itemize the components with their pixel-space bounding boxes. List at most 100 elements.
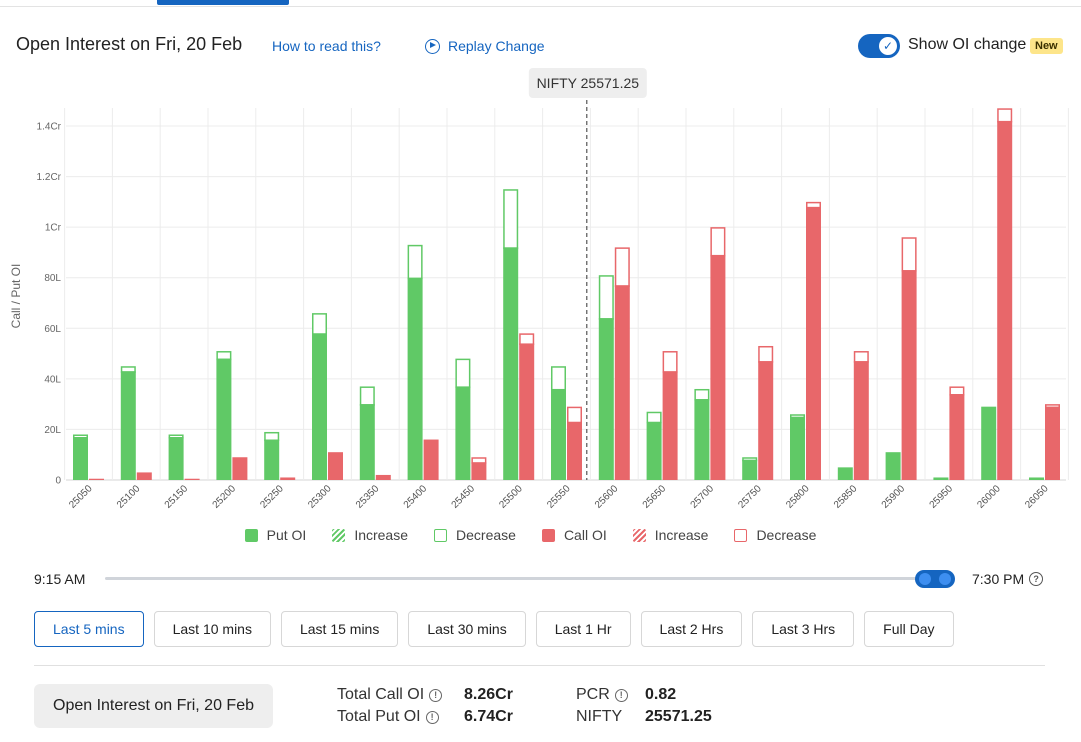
replay-change-button[interactable]: Replay Change <box>425 38 545 54</box>
put-oi-bar <box>837 467 853 480</box>
period-last-10-mins[interactable]: Last 10 mins <box>153 611 271 647</box>
show-oi-change-toggle[interactable]: ✓ <box>858 34 900 58</box>
x-tick-label: 25450 <box>450 483 478 511</box>
call-decrease-bar <box>758 345 774 363</box>
call-oi-bar <box>89 478 104 480</box>
call-oi-bar <box>662 371 678 480</box>
x-tick-label: 25900 <box>880 483 908 511</box>
time-slider-handle[interactable] <box>915 570 955 588</box>
x-tick-label: 25100 <box>115 483 143 511</box>
period-last-2-hrs[interactable]: Last 2 Hrs <box>640 611 743 647</box>
call-decrease-bar <box>901 237 917 272</box>
pcr-value: 0.82 <box>645 686 677 703</box>
legend-call-decrease[interactable]: Decrease <box>734 527 816 543</box>
call-oi-swatch <box>541 528 555 542</box>
x-tick-label: 25350 <box>354 483 382 511</box>
call-oi-bar <box>758 361 774 480</box>
how-to-read-link[interactable]: How to read this? <box>272 38 381 54</box>
legend-call-increase[interactable]: Increase <box>632 527 708 543</box>
call-oi-bar <box>614 285 630 480</box>
put-oi-bar <box>455 386 471 480</box>
call-oi-bar <box>471 462 487 480</box>
put-oi-bar <box>981 406 997 480</box>
legend-put-oi[interactable]: Put OI <box>244 527 306 543</box>
call-oi-bar <box>232 457 248 480</box>
call-decrease-bar <box>997 108 1013 123</box>
period-last-5-mins[interactable]: Last 5 mins <box>34 611 144 647</box>
spot-price-label: NIFTY 25571.25 <box>537 75 640 91</box>
period-last-3-hrs[interactable]: Last 3 Hrs <box>752 611 855 647</box>
x-tick-label: 25500 <box>497 483 525 511</box>
y-tick-label: 80L <box>44 273 61 284</box>
x-tick-label: 26000 <box>975 483 1003 511</box>
y-tick-label: 0 <box>55 476 61 487</box>
put-oi-bar <box>885 452 901 480</box>
put-decrease-bar <box>598 275 614 320</box>
nifty-label: NIFTY <box>576 708 623 725</box>
spot-price-badge <box>528 68 647 98</box>
new-badge: New <box>1030 38 1063 54</box>
x-tick-label: 25850 <box>832 483 860 511</box>
put-decrease-bar <box>120 366 136 373</box>
call-oi-bar <box>901 270 917 480</box>
y-tick-label: 20L <box>44 425 61 436</box>
put-oi-bar <box>646 421 662 480</box>
put-decrease-bar <box>359 386 375 406</box>
call-increase-swatch <box>632 528 646 542</box>
call-oi-bar <box>853 361 869 480</box>
call-oi-bar <box>806 206 821 480</box>
put-oi-bar <box>216 358 232 480</box>
call-decrease-bar <box>567 406 582 424</box>
y-tick-label: 40L <box>44 374 61 385</box>
put-oi-swatch <box>244 528 258 542</box>
put-oi-bar <box>551 388 566 480</box>
put-oi-bar <box>312 333 327 480</box>
put-decrease-bar <box>407 244 423 280</box>
put-oi-bar <box>1029 477 1044 480</box>
call-decrease-bar <box>949 386 965 396</box>
period-last-15-mins[interactable]: Last 15 mins <box>280 611 399 647</box>
x-tick-label: 25550 <box>545 483 573 511</box>
call-oi-bar <box>710 254 726 480</box>
put-oi-bar <box>933 477 949 480</box>
call-oi-bar <box>949 394 965 480</box>
put-decrease-swatch <box>434 528 448 542</box>
period-last-30-mins[interactable]: Last 30 mins <box>408 611 526 647</box>
put-oi-bar <box>168 437 184 480</box>
call-oi-bar <box>328 452 343 480</box>
call-oi-bar <box>1045 406 1060 480</box>
legend-call-oi[interactable]: Call OI <box>541 527 607 543</box>
period-full-day[interactable]: Full Day <box>864 611 954 647</box>
y-tick-label: 60L <box>44 324 61 335</box>
call-decrease-bar <box>710 227 726 257</box>
x-tick-label: 25050 <box>67 483 95 511</box>
put-decrease-bar <box>312 313 327 335</box>
x-tick-label: 25700 <box>689 483 717 511</box>
total-call-oi-value: 8.26Cr <box>464 686 513 703</box>
summary-date-button[interactable]: Open Interest on Fri, 20 Feb <box>34 684 273 728</box>
time-slider-track[interactable] <box>105 577 955 580</box>
oi-chart: 0 20L 40L 60L 80L 1Cr 1.2Cr 1.4Cr Call / Put OI 2… <box>9 68 1069 511</box>
call-oi-bar <box>519 343 535 480</box>
call-decrease-bar <box>806 201 821 209</box>
call-oi-bar <box>184 478 200 480</box>
put-oi-bar <box>359 404 375 480</box>
legend-put-increase[interactable]: Increase <box>332 527 408 543</box>
legend-put-decrease[interactable]: Decrease <box>434 527 516 543</box>
put-oi-bar <box>120 371 136 480</box>
info-icon[interactable]: ! <box>425 710 439 724</box>
put-increase-swatch <box>332 528 346 542</box>
info-icon[interactable]: ! <box>614 688 628 702</box>
call-oi-bar <box>567 421 582 480</box>
y-tick-label: 1.4Cr <box>37 122 62 133</box>
put-oi-bar <box>742 459 758 480</box>
info-icon[interactable]: ! <box>429 688 443 702</box>
put-oi-bar <box>598 318 614 480</box>
period-last-1-hr[interactable]: Last 1 Hr <box>535 611 631 647</box>
help-icon[interactable]: ? <box>1029 572 1044 586</box>
call-decrease-bar <box>662 351 678 373</box>
call-oi-bar <box>280 477 296 480</box>
call-oi-bar <box>997 120 1013 480</box>
put-decrease-bar <box>694 388 710 401</box>
top-divider <box>0 6 1081 7</box>
